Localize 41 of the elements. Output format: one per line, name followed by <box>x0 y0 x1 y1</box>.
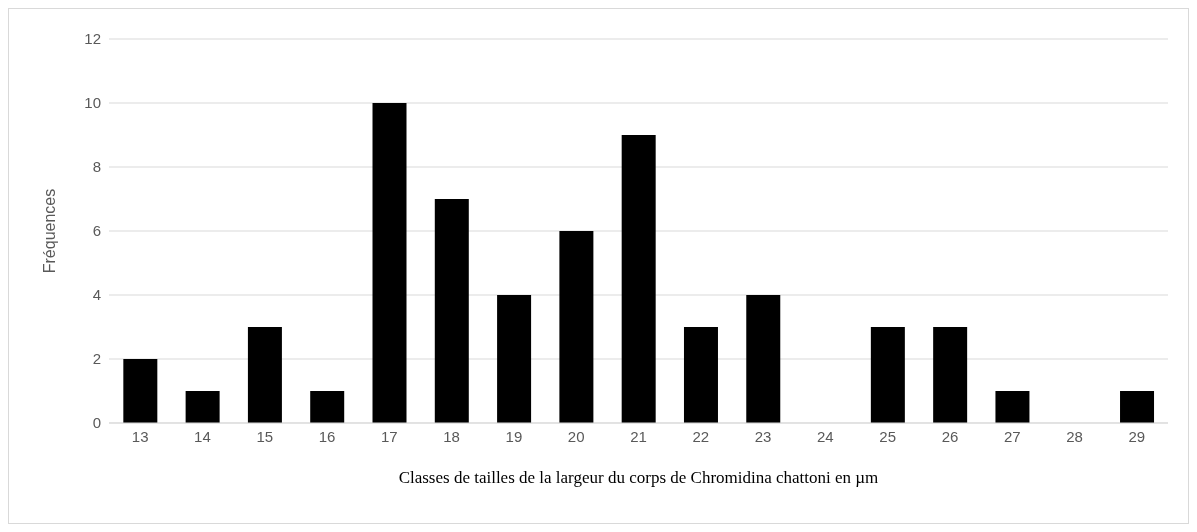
bar <box>123 359 158 423</box>
x-tick-label: 21 <box>630 427 647 445</box>
bar <box>559 231 594 423</box>
bar <box>497 295 532 423</box>
x-tick-label: 17 <box>380 427 398 445</box>
bar <box>683 327 718 423</box>
bar <box>434 199 469 423</box>
x-tick-label: 14 <box>194 427 211 445</box>
y-tick-label: 4 <box>92 286 101 304</box>
x-tick-label: 15 <box>256 427 274 445</box>
x-tick-label: 25 <box>879 427 897 445</box>
bar <box>1120 391 1155 423</box>
bar <box>247 327 282 423</box>
x-tick-label: 23 <box>754 427 772 445</box>
x-tick-label: 24 <box>817 427 834 445</box>
bar <box>310 391 345 423</box>
y-tick-label: 8 <box>92 158 101 176</box>
y-tick-label: 0 <box>92 414 101 432</box>
x-tick-label: 20 <box>567 427 585 445</box>
x-tick-label: 29 <box>1128 427 1146 445</box>
y-tick-label: 12 <box>84 30 101 48</box>
y-axis-title: Fréquences <box>40 188 58 274</box>
x-tick-label: 27 <box>1003 427 1021 445</box>
y-tick-label: 6 <box>92 222 101 240</box>
y-tick-label: 2 <box>92 350 101 368</box>
x-tick-label: 22 <box>692 427 710 445</box>
x-tick-label: 26 <box>941 427 959 445</box>
y-tick-label: 10 <box>84 94 101 112</box>
bar <box>933 327 968 423</box>
x-tick-label: 19 <box>505 427 523 445</box>
bar <box>870 327 905 423</box>
x-tick-label: 13 <box>131 427 149 445</box>
x-tick-label: 16 <box>318 427 336 445</box>
x-axis-title: Classes de tailles de la largeur du corps de Chromidina chattoni en µm <box>398 468 879 487</box>
bar <box>372 103 407 423</box>
x-tick-label: 18 <box>443 427 460 445</box>
bar <box>746 295 781 423</box>
x-tick-label: 28 <box>1066 427 1083 445</box>
bar <box>621 135 656 423</box>
bar <box>995 391 1030 423</box>
bar <box>185 391 220 423</box>
